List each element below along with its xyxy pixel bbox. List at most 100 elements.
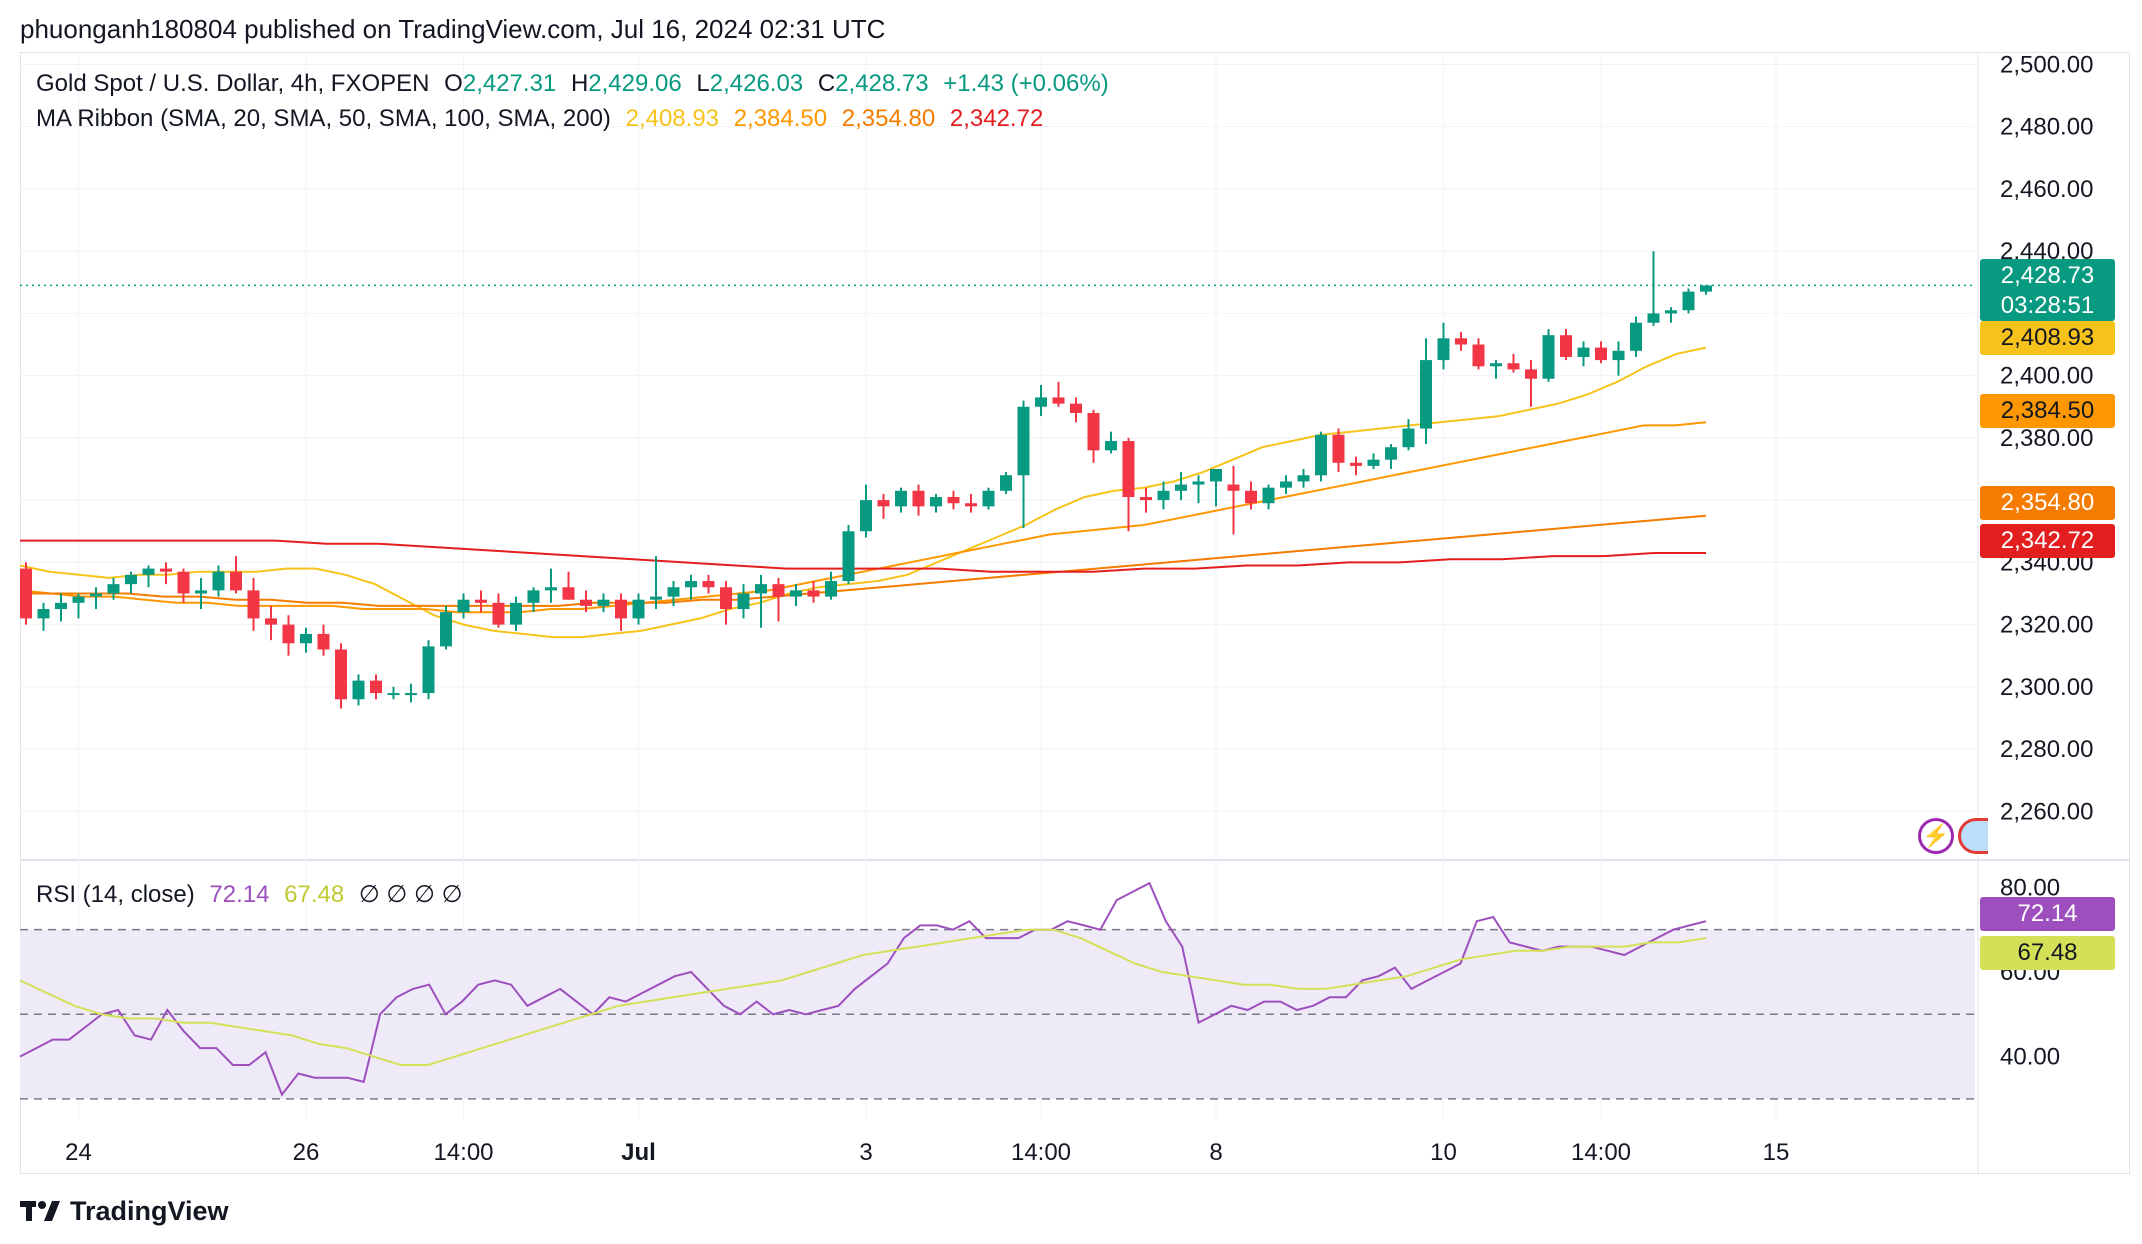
candle-body (1262, 487, 1275, 504)
candle-body (877, 500, 890, 507)
published-header: phuonganh180804 published on TradingView… (20, 14, 886, 44)
candle-up (1490, 360, 1502, 379)
candle-body (212, 571, 225, 591)
candle-body (282, 624, 295, 644)
candle-up (1175, 472, 1187, 501)
candle-body (1315, 434, 1327, 476)
candle-body (1490, 363, 1502, 367)
rsi-tick-label: 80.00 (2000, 874, 2060, 901)
candle-body (720, 587, 732, 610)
candle-down (1525, 360, 1537, 407)
ma200-value: 2,342.72 (949, 105, 1044, 132)
candle-body (580, 599, 592, 606)
candle-body (1332, 434, 1345, 463)
candle-body (1647, 313, 1660, 323)
candle-body (1595, 347, 1607, 361)
candle-down (1087, 409, 1100, 463)
time-tick-label: 26 (293, 1139, 320, 1166)
candle-body (1087, 412, 1100, 451)
candle-up (685, 574, 697, 600)
candle-down (247, 577, 260, 631)
candle-down (177, 568, 190, 603)
candle-up (650, 556, 662, 610)
candle-down (965, 493, 977, 513)
candle-body (1437, 338, 1450, 361)
candle-up (510, 596, 522, 631)
candle-down (1227, 465, 1240, 535)
candle-down (230, 556, 242, 594)
candle-up (632, 593, 645, 625)
price-tick-label: 2,280.00 (2000, 736, 2093, 763)
candle-body (247, 590, 260, 619)
time-tick-label: Jul (621, 1139, 656, 1166)
candle-body (317, 633, 330, 650)
ma200-badge: 2,342.72 (1980, 524, 2115, 558)
candle-up (545, 568, 557, 603)
lightning-icon[interactable]: ⚡ (1918, 818, 1954, 854)
rsi-ma-value: 67.48 (284, 881, 345, 908)
ma200-line (20, 539, 1706, 573)
tradingview-logo-icon (20, 1197, 60, 1228)
time-tick-label: 10 (1430, 1139, 1457, 1166)
candle-up (527, 587, 540, 613)
tradingview-footer[interactable]: TradingView (20, 1196, 229, 1228)
ma-ribbon-label: MA Ribbon (SMA, 20, SMA, 50, SMA, 100, S… (36, 105, 611, 132)
candle-down (720, 581, 732, 625)
candle-body (1385, 447, 1397, 460)
candle-down (580, 590, 592, 613)
candle-body (965, 503, 977, 507)
candle-down (1245, 481, 1257, 510)
candle-down (772, 577, 785, 622)
candle-up (842, 525, 855, 585)
candle-body (527, 590, 540, 603)
candle-body (335, 649, 347, 700)
candle-body (1665, 310, 1677, 314)
candle-body (597, 599, 610, 606)
rsi-legend: RSI (14, close) 72.14 67.48 ∅ ∅ ∅ ∅ (36, 880, 471, 909)
candle-body (807, 590, 820, 597)
tradingview-brand: TradingView (70, 1196, 229, 1226)
price-tick-label: 2,300.00 (2000, 674, 2093, 701)
candle-down (370, 674, 382, 700)
candle-down (492, 593, 505, 628)
candle-body (982, 490, 995, 507)
candle-down (1472, 338, 1485, 370)
candle-up (1192, 475, 1205, 504)
candle-up (90, 587, 102, 610)
ma20-line (19, 346, 1707, 639)
candle-up (1367, 453, 1380, 470)
candle-body (195, 590, 207, 594)
candle-body (842, 531, 855, 582)
candle-body (1420, 360, 1432, 429)
candle-down (1070, 397, 1082, 423)
candle-body (475, 599, 487, 603)
candle-body (160, 568, 172, 572)
candle-body (1367, 459, 1380, 466)
candle-down (1560, 328, 1572, 361)
us-flag-icon[interactable] (1958, 818, 1988, 854)
candle-body (667, 587, 680, 597)
candle-down (912, 484, 925, 516)
candle-down (1350, 456, 1362, 476)
price-tick-label: 2,260.00 (2000, 798, 2093, 825)
candle-up (1385, 444, 1397, 470)
candle-up (1157, 481, 1170, 510)
candle-up (755, 574, 767, 628)
price-tick-label: 2,320.00 (2000, 612, 2093, 639)
rsi-ma-badge: 67.48 (1980, 936, 2115, 970)
candle-up (300, 627, 312, 653)
candle-up (1000, 472, 1012, 494)
candle-down (475, 590, 487, 613)
candle-body (562, 587, 575, 600)
candle-up (1682, 288, 1695, 314)
candle-body (440, 612, 452, 647)
ma20-badge: 2,408.93 (1980, 321, 2115, 355)
candle-body (510, 602, 522, 625)
candle-body (545, 587, 557, 591)
candle-down (335, 643, 347, 709)
candle-body (457, 599, 470, 613)
candle-body (650, 596, 662, 600)
candle-body (1612, 350, 1625, 361)
candle-up (195, 577, 207, 610)
